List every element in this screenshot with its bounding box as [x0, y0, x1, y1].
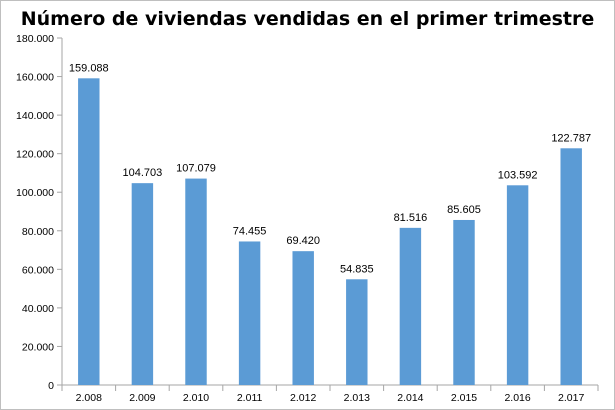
data-label: 104.703 [123, 167, 163, 179]
x-tick-label: 2.010 [183, 392, 209, 404]
x-tick-label: 2.017 [558, 392, 584, 404]
x-tick-label: 2.011 [237, 392, 263, 404]
y-tick-label: 140.000 [16, 110, 54, 122]
bar [506, 185, 529, 385]
bar [185, 178, 207, 385]
x-tick-label: 2.009 [129, 392, 155, 404]
y-tick-label: 40.000 [22, 303, 54, 315]
data-label: 107.079 [176, 163, 216, 175]
x-tick-label: 2.016 [504, 392, 530, 404]
x-tick-label: 2.014 [397, 392, 423, 404]
data-label: 69.420 [286, 235, 320, 247]
y-tick-label: 120.000 [16, 149, 54, 161]
bar [399, 227, 422, 385]
y-tick-label: 100.000 [16, 187, 54, 199]
x-tick-label: 2.012 [290, 392, 316, 404]
bar [560, 148, 582, 385]
x-tick-label: 2.008 [76, 392, 102, 404]
x-tick-label: 2.013 [344, 392, 370, 404]
y-tick-label: 0 [48, 380, 54, 392]
y-tick-label: 180.000 [16, 33, 54, 45]
bar [453, 219, 475, 385]
bar [346, 279, 368, 385]
data-label: 54.835 [340, 263, 374, 275]
data-label: 122.787 [551, 132, 591, 144]
x-tick-label: 2.015 [451, 392, 477, 404]
bar [131, 183, 154, 385]
bar [238, 241, 261, 385]
data-label: 159.088 [69, 62, 109, 74]
y-tick-label: 80.000 [22, 226, 54, 238]
data-label: 74.455 [233, 225, 267, 237]
data-label: 81.516 [394, 212, 428, 224]
bar [292, 251, 314, 385]
chart-title: Número de viviendas vendidas en el prime… [20, 8, 595, 30]
y-tick-label: 20.000 [22, 341, 54, 353]
bar [78, 78, 100, 385]
data-label: 85.605 [447, 204, 481, 216]
data-label: 103.592 [498, 169, 538, 181]
y-tick-label: 160.000 [16, 72, 54, 84]
y-tick-label: 60.000 [22, 264, 54, 276]
